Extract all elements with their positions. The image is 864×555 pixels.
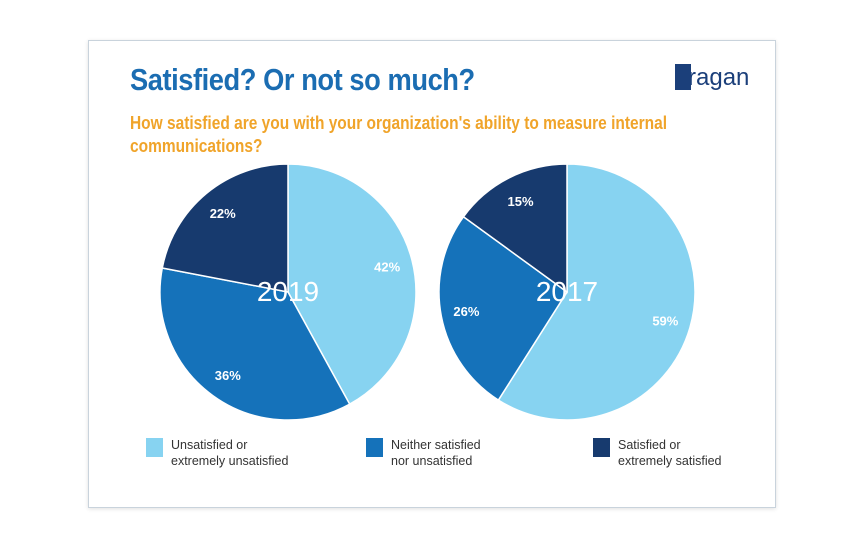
pie-slice	[161, 163, 289, 293]
legend-swatch	[366, 438, 383, 457]
slice-label: 59%	[652, 314, 678, 329]
legend-item-unsatisfied: Unsatisfied or extremely unsatisfied	[146, 437, 288, 469]
legend-swatch	[146, 438, 163, 457]
slice-label: 22%	[210, 206, 236, 221]
legend-item-satisfied: Satisfied or extremely satisfied	[593, 437, 722, 469]
slice-label: 26%	[453, 304, 479, 319]
legend-label: nor unsatisfied	[391, 454, 473, 468]
pie-year-label: 2019	[257, 276, 319, 307]
pie-slice	[497, 163, 696, 421]
pie-slice	[462, 163, 568, 294]
chart-title: Satisfied? Or not so much?	[130, 62, 475, 97]
ragan-logo: ragan	[675, 62, 749, 90]
pie-slice	[287, 163, 417, 406]
legend-label: Unsatisfied or	[171, 438, 248, 452]
slice-label: 42%	[374, 260, 400, 275]
legend-label: extremely unsatisfied	[171, 454, 289, 468]
chart-subtitle: How satisfied are you with your organiza…	[130, 113, 668, 156]
legend-label: Satisfied or	[618, 438, 681, 452]
pie-year-label: 2017	[536, 276, 598, 307]
legend-item-neither: Neither satisfied nor unsatisfied	[366, 437, 481, 469]
logo-text: ragan	[688, 64, 750, 91]
slice-label: 36%	[215, 368, 241, 383]
legend-swatch	[593, 438, 610, 457]
legend-label: Neither satisfied	[391, 438, 481, 452]
legend-label: extremely satisfied	[618, 454, 722, 468]
pie-slice	[159, 267, 351, 421]
slice-label: 15%	[507, 194, 533, 209]
pie-slice	[438, 215, 569, 402]
